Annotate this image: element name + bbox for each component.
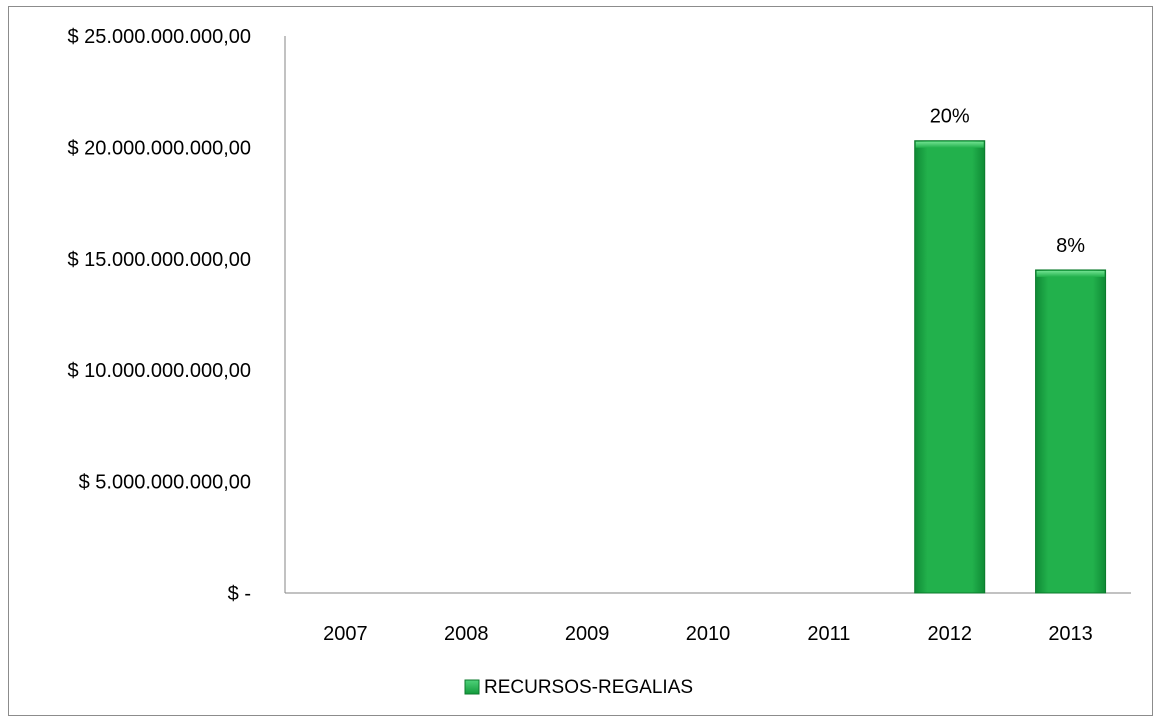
legend-swatch — [464, 679, 480, 695]
data-labels: 20% 8% — [930, 106, 1086, 257]
data-label-2013: 8% — [1056, 235, 1085, 257]
x-tick-label: 2013 — [1048, 623, 1093, 645]
bar-2013 — [1035, 269, 1107, 594]
y-tick-label: $ 25.000.000.000,00 — [67, 26, 251, 48]
y-tick-label: $ 20.000.000.000,00 — [67, 137, 251, 159]
y-tick-label: $ 5.000.000.000,00 — [79, 472, 251, 494]
x-tick-label: 2009 — [565, 623, 610, 645]
bar-bevel-2013 — [1036, 270, 1105, 277]
x-tick-label: 2007 — [323, 623, 368, 645]
y-axis: $ - $ 5.000.000.000,00 $ 10.000.000.000,00… — [67, 26, 286, 605]
legend: RECURSOS-REGALIAS — [464, 677, 693, 698]
data-label-2012: 20% — [930, 106, 970, 128]
bar-bevel-2012 — [915, 141, 984, 148]
bar-2012 — [914, 140, 986, 594]
y-tick-label: $ - — [228, 583, 251, 605]
x-axis: 2007 2008 2009 2010 2011 2012 2013 — [285, 592, 1131, 645]
x-tick-label: 2008 — [444, 623, 489, 645]
x-tick-label: 2011 — [807, 623, 850, 645]
y-tick-label: $ 15.000.000.000,00 — [67, 249, 251, 271]
x-tick-label: 2010 — [686, 623, 731, 645]
bars — [914, 140, 1107, 594]
legend-label: RECURSOS-REGALIAS — [484, 677, 693, 698]
y-tick-label: $ 10.000.000.000,00 — [67, 360, 251, 382]
x-tick-label: 2012 — [927, 623, 972, 645]
